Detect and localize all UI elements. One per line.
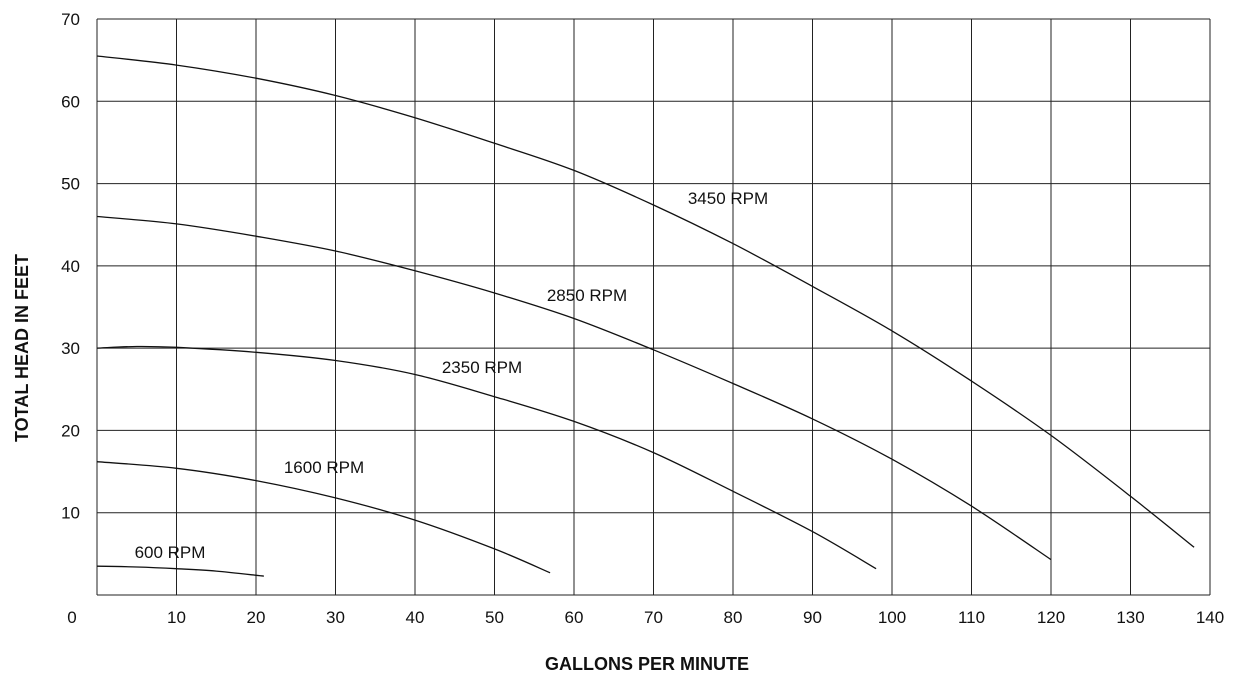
x-tick-label: 90 [803, 608, 822, 627]
y-tick-label: 30 [61, 339, 80, 358]
y-tick-label: 50 [61, 175, 80, 194]
y-tick-label: 40 [61, 257, 80, 276]
x-tick-label: 70 [644, 608, 663, 627]
x-tick-label: 130 [1116, 608, 1144, 627]
x-tick-label: 140 [1196, 608, 1224, 627]
x-tick-label: 0 [67, 608, 76, 627]
curve-labels: 3450 RPM 2850 RPM 2350 RPM 1600 RPM 600 RPM [135, 189, 769, 562]
series-line-3450-rpm [96, 55, 1195, 548]
x-tick-label: 80 [724, 608, 743, 627]
x-tick-label: 50 [485, 608, 504, 627]
x-tick-label: 60 [565, 608, 584, 627]
x-tick-label: 120 [1037, 608, 1065, 627]
curve-layer [96, 55, 1195, 577]
series-line-2850-rpm [96, 215, 1052, 561]
x-tick-label: 110 [958, 608, 985, 627]
x-tick-label: 100 [878, 608, 906, 627]
x-tick-label: 10 [167, 608, 186, 627]
y-tick-label: 20 [61, 421, 80, 440]
y-tick-labels: 10 20 30 40 50 60 70 [61, 10, 80, 523]
x-tick-label: 20 [247, 608, 266, 627]
x-tick-label: 30 [326, 608, 345, 627]
series-line-1600-rpm [96, 461, 551, 574]
x-tick-label: 40 [406, 608, 425, 627]
y-axis-title: TOTAL HEAD IN FEET [12, 254, 32, 442]
grid-layer [96, 18, 1211, 596]
series-line-2350-rpm [96, 345, 877, 570]
series-label: 600 RPM [135, 543, 206, 562]
series-label: 3450 RPM [688, 189, 768, 208]
y-tick-label: 70 [61, 10, 80, 29]
x-axis-title: GALLONS PER MINUTE [545, 654, 749, 674]
y-tick-label: 10 [61, 504, 80, 523]
series-label: 1600 RPM [284, 458, 364, 477]
y-tick-label: 60 [61, 92, 80, 111]
series-label: 2850 RPM [547, 286, 627, 305]
series-line-600-rpm [96, 565, 264, 577]
x-tick-labels: 0 10 20 30 40 50 60 70 80 90 100 110 120 130 140 [67, 608, 1224, 627]
series-label: 2350 RPM [442, 358, 522, 377]
